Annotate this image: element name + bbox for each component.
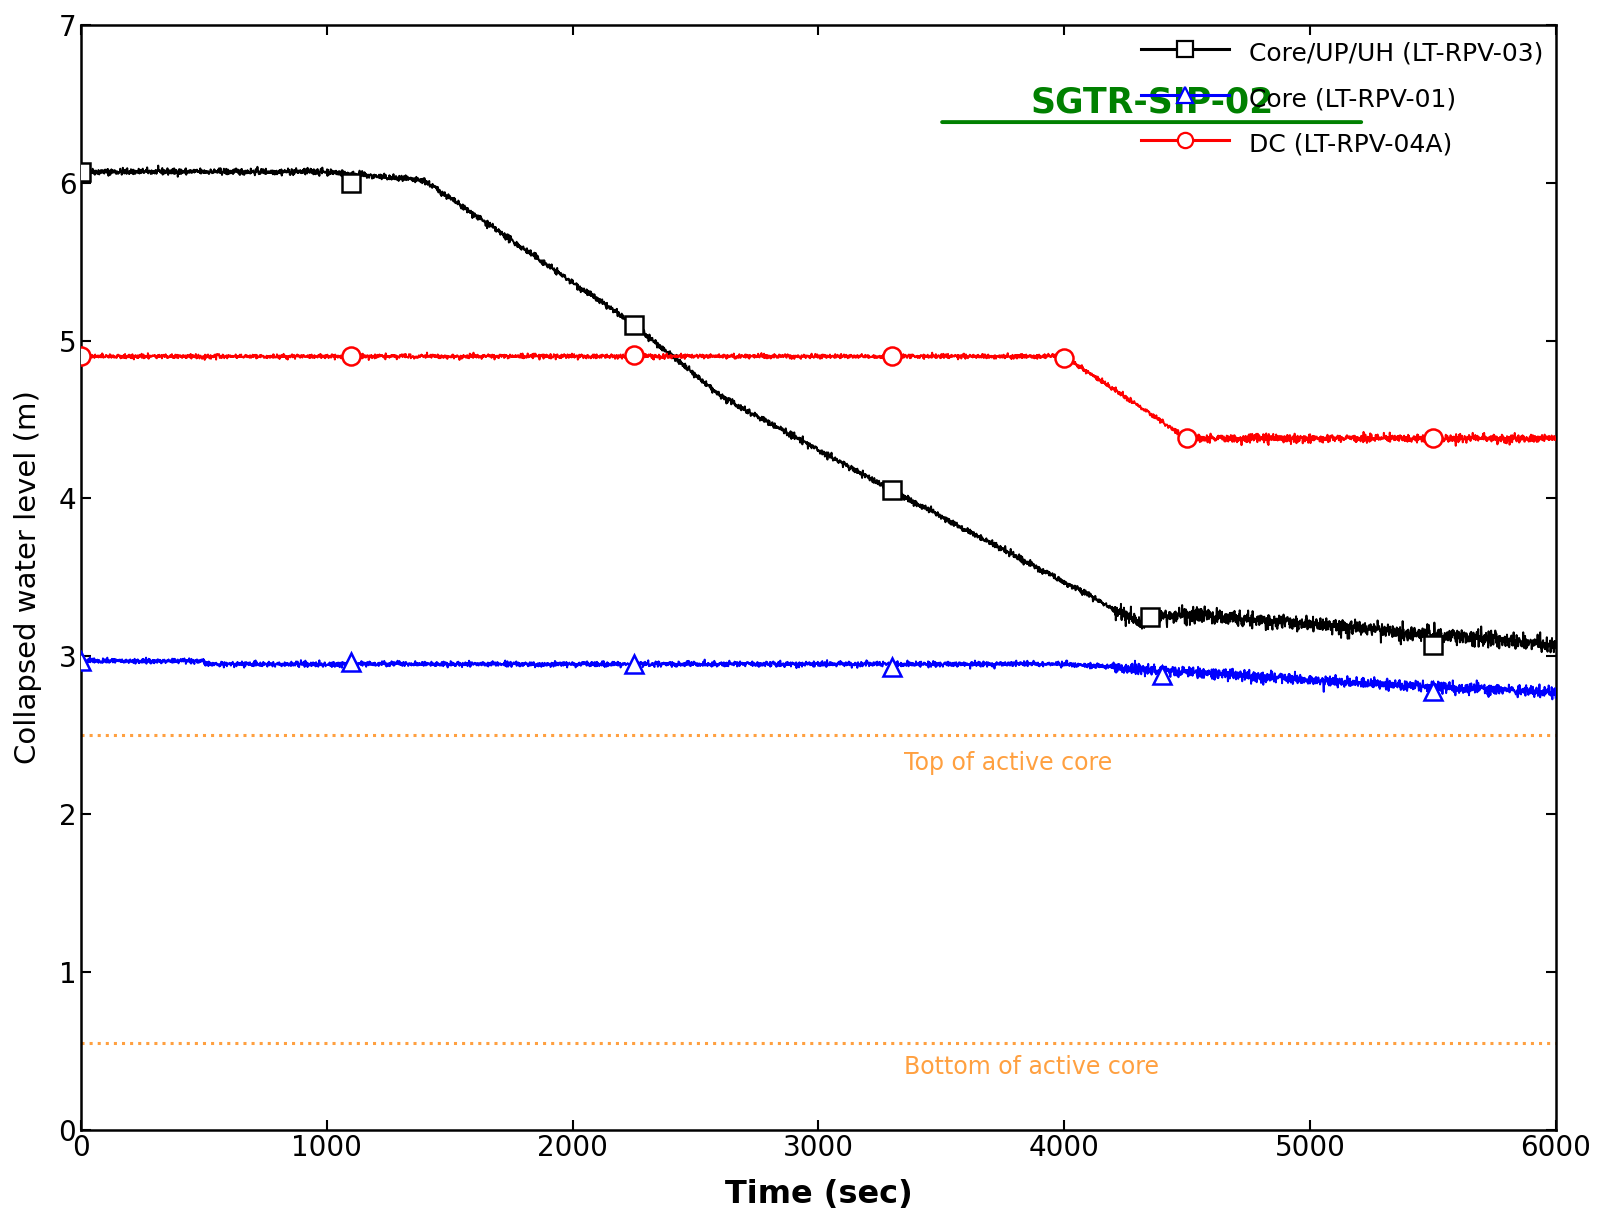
Text: SGTR-SIP-02: SGTR-SIP-02 [1030,86,1273,120]
Text: Top of active core: Top of active core [905,750,1112,775]
X-axis label: Time (sec): Time (sec) [724,1179,912,1211]
Legend: Core/UP/UH (LT-RPV-03), Core (LT-RPV-01), DC (LT-RPV-04A): Core/UP/UH (LT-RPV-03), Core (LT-RPV-01)… [1141,38,1542,159]
Y-axis label: Collapsed water level (m): Collapsed water level (m) [14,390,42,764]
Text: Bottom of active core: Bottom of active core [905,1055,1159,1080]
